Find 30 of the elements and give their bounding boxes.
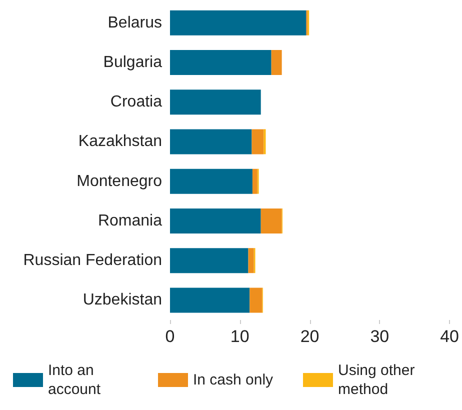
- bar: [252, 168, 258, 194]
- bar: [170, 208, 261, 234]
- bar: [248, 248, 254, 274]
- x-tick-label: 20: [300, 327, 320, 346]
- bar: [252, 129, 264, 154]
- bar: [170, 288, 250, 313]
- y-tick-label: Croatia: [110, 94, 162, 111]
- bar: [260, 208, 282, 234]
- legend-label: Into an account: [48, 362, 102, 398]
- x-tick-label: 30: [370, 327, 390, 346]
- y-tick-label: Romania: [98, 212, 162, 230]
- x-tick-label: 0: [165, 327, 175, 346]
- bar: [170, 50, 272, 75]
- bar: [250, 288, 262, 313]
- x-tick-label: 40: [440, 327, 460, 346]
- y-tick-label: Uzbekistan: [82, 292, 162, 309]
- y-tick-label: Belarus: [108, 14, 162, 32]
- bar: [170, 168, 252, 194]
- bar: [170, 129, 252, 154]
- bar: [170, 10, 306, 36]
- legend-label: In cash only: [193, 372, 274, 388]
- bar: [170, 90, 261, 115]
- bar: [271, 50, 282, 75]
- y-tick-label: Montenegro: [76, 172, 162, 190]
- y-tick-label: Russian Federation: [23, 252, 162, 270]
- x-tick-label: 10: [230, 327, 250, 346]
- y-tick-label: Bulgaria: [103, 54, 162, 71]
- legend-label: Using other method: [338, 362, 419, 398]
- bar: [170, 248, 248, 274]
- y-tick-label: Kazakhstan: [78, 133, 162, 150]
